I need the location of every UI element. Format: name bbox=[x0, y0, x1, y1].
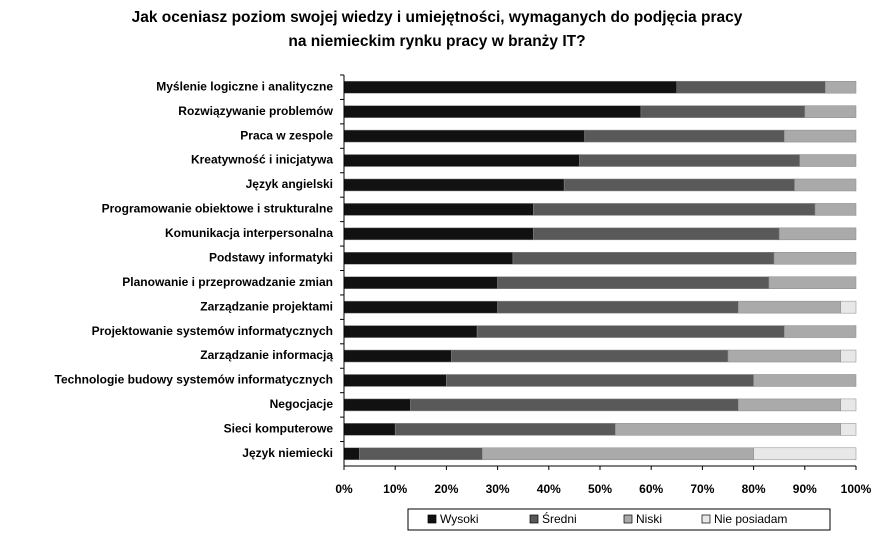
x-tick-label: 50% bbox=[588, 482, 612, 496]
bar-segment bbox=[799, 154, 857, 167]
bar-segment bbox=[343, 276, 498, 289]
bar-segment bbox=[359, 447, 483, 461]
chart-title: Jak oceniasz poziom swojej wiedzy i umie… bbox=[132, 9, 743, 26]
x-tick-label: 20% bbox=[434, 482, 458, 496]
bar-segment bbox=[497, 300, 739, 314]
y-tick-label: Sieci komputerowe bbox=[224, 422, 334, 436]
y-tick-label: Praca w zespole bbox=[240, 128, 333, 142]
bar-segment bbox=[804, 105, 857, 118]
x-tick-label: 60% bbox=[639, 482, 663, 496]
bar-segment bbox=[343, 447, 360, 461]
bar-segment bbox=[343, 154, 580, 167]
bar-segment bbox=[343, 374, 447, 387]
bar-segment bbox=[840, 423, 857, 436]
bar-segment bbox=[615, 423, 841, 436]
legend-label: Wysoki bbox=[440, 512, 479, 526]
y-tick-label: Negocjacje bbox=[270, 397, 334, 411]
bar-segment bbox=[343, 423, 396, 436]
x-tick-label: 100% bbox=[841, 482, 872, 496]
bar-segment bbox=[481, 447, 754, 461]
bar-segment bbox=[343, 227, 534, 241]
y-tick-label: Kreatywność i inicjatywa bbox=[191, 153, 333, 167]
legend-label: Nie posiadam bbox=[714, 512, 787, 526]
bar-segment bbox=[533, 227, 780, 241]
y-tick-label: Myślenie logiczne i analityczne bbox=[156, 79, 333, 93]
x-tick-label: 90% bbox=[793, 482, 817, 496]
y-tick-label: Język niemiecki bbox=[242, 446, 333, 460]
y-tick-label: Technologie budowy systemów informatyczn… bbox=[55, 373, 334, 387]
bar-segment bbox=[840, 398, 857, 412]
legend-swatch bbox=[623, 514, 633, 524]
bar-segment bbox=[840, 300, 857, 314]
x-tick-label: 30% bbox=[486, 482, 510, 496]
bar-segment bbox=[343, 203, 534, 216]
x-tick-label: 40% bbox=[537, 482, 561, 496]
y-tick-label: Komunikacja interpersonalna bbox=[165, 226, 333, 240]
bar-segment bbox=[773, 252, 857, 265]
y-tick-label: Język angielski bbox=[246, 177, 333, 191]
y-tick-label: Zarządzanie informacją bbox=[200, 348, 333, 362]
bar-segment bbox=[394, 423, 616, 436]
bar-segment bbox=[579, 154, 800, 167]
bar-segment bbox=[343, 398, 411, 412]
x-tick-label: 80% bbox=[742, 482, 766, 496]
bar-segment bbox=[584, 129, 785, 143]
bar-segment bbox=[446, 374, 754, 387]
bar-segment bbox=[814, 203, 857, 216]
bar-segment bbox=[343, 105, 642, 118]
y-tick-label: Podstawy informatyki bbox=[209, 250, 333, 264]
bar-segment bbox=[343, 252, 514, 265]
bar-segment bbox=[727, 349, 841, 363]
bar-segment bbox=[343, 300, 498, 314]
bar-segment bbox=[640, 105, 806, 118]
bar-segment bbox=[840, 349, 857, 363]
x-tick-label: 70% bbox=[690, 482, 714, 496]
legend-label: Niski bbox=[636, 512, 662, 526]
legend-swatch bbox=[427, 514, 437, 524]
legend-box bbox=[407, 508, 831, 531]
bar-segment bbox=[533, 203, 816, 216]
y-tick-label: Rozwiązywanie problemów bbox=[178, 104, 333, 118]
y-tick-label: Zarządzanie projektami bbox=[200, 299, 333, 313]
bar-segment bbox=[784, 129, 857, 143]
bar-segment bbox=[825, 80, 857, 94]
legend-label: Średni bbox=[542, 511, 577, 526]
bar-segment bbox=[343, 80, 678, 94]
bar-segment bbox=[676, 80, 826, 94]
bar-segment bbox=[497, 276, 770, 289]
bar-segment bbox=[794, 178, 857, 192]
bar-segment bbox=[784, 325, 857, 338]
bar-segment bbox=[476, 325, 785, 338]
bar-segment bbox=[343, 178, 565, 192]
x-tick-label: 10% bbox=[383, 482, 407, 496]
y-tick-label: Projektowanie systemów informatycznych bbox=[92, 324, 333, 338]
bar-segment bbox=[343, 325, 478, 338]
bar-segment bbox=[778, 227, 857, 241]
bar-segment bbox=[512, 252, 775, 265]
bar-segment bbox=[753, 374, 857, 387]
x-tick-label: 0% bbox=[335, 482, 353, 496]
y-tick-label: Programowanie obiektowe i strukturalne bbox=[102, 202, 334, 216]
bar-segment bbox=[737, 300, 841, 314]
legend-swatch bbox=[701, 514, 711, 524]
y-tick-label: Planowanie i przeprowadzanie zmian bbox=[122, 275, 333, 289]
bar-segment bbox=[768, 276, 857, 289]
bar-segment bbox=[451, 349, 729, 363]
bar-segment bbox=[343, 129, 585, 143]
bar-segment bbox=[737, 398, 841, 412]
bar-segment bbox=[343, 349, 452, 363]
chart-title: na niemieckim rynku pracy w branży IT? bbox=[288, 33, 585, 50]
bar-segment bbox=[753, 447, 857, 461]
bar-segment bbox=[410, 398, 739, 412]
bar-segment bbox=[563, 178, 795, 192]
legend-swatch bbox=[529, 514, 539, 524]
